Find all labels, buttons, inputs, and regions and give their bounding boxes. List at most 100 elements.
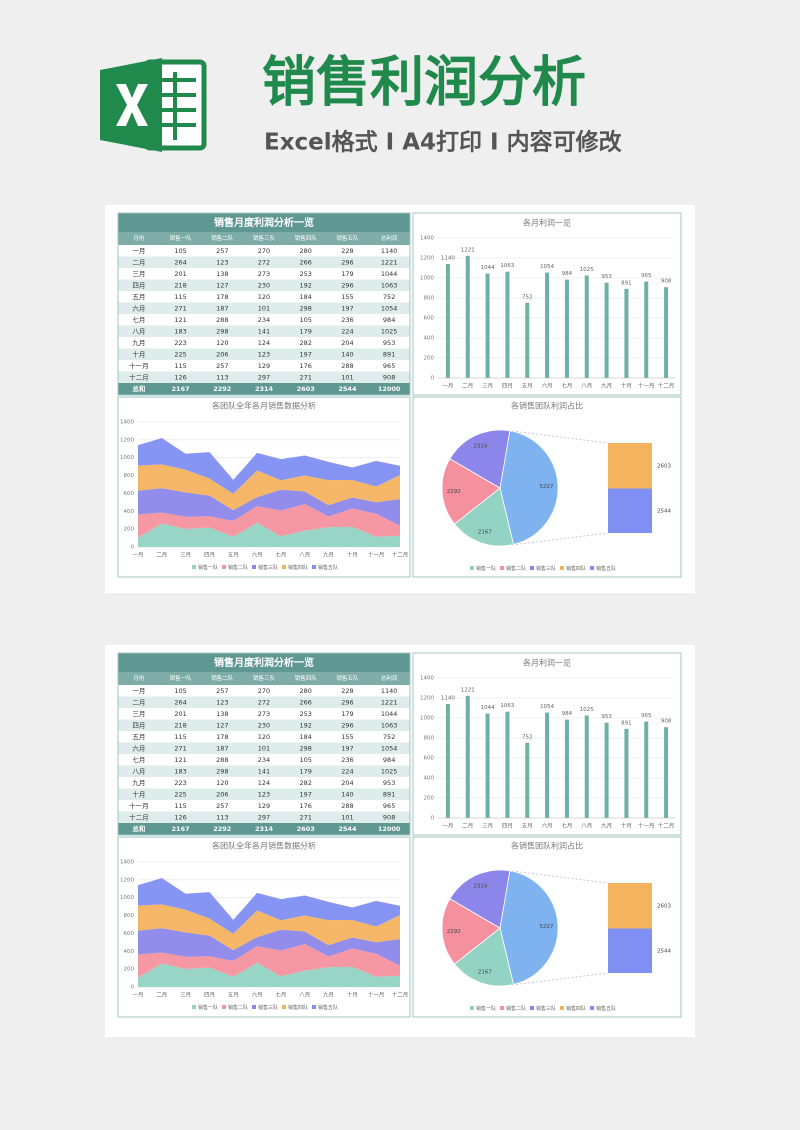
table-row-bg xyxy=(118,731,410,743)
secondary-value-label: 2544 xyxy=(657,508,671,514)
table-header: 销售一队 xyxy=(170,674,193,682)
table-cell: 187 xyxy=(216,305,228,313)
table-cell: 129 xyxy=(258,802,270,810)
panel-frame xyxy=(117,652,411,836)
table-header-bg xyxy=(118,232,410,245)
table-cell: 120 xyxy=(258,293,270,301)
table-row-bg xyxy=(118,811,410,823)
connector xyxy=(511,972,609,986)
x-tick-label: 二月 xyxy=(462,823,473,830)
table-cell: 1054 xyxy=(381,745,398,753)
table-cell: 127 xyxy=(216,282,228,290)
table-header: 销售二队 xyxy=(211,234,234,242)
x-tick-label: 五月 xyxy=(522,823,533,830)
table-cell: 十一月 xyxy=(129,361,149,370)
legend-label: 销售五队 xyxy=(596,565,616,572)
table-title-bg xyxy=(118,213,410,232)
table-cell: 十月 xyxy=(132,350,145,359)
x-tick-label: 十月 xyxy=(621,382,632,390)
x-tick-label: 十一月 xyxy=(368,991,385,999)
table-cell: 141 xyxy=(258,328,270,336)
panel-frame xyxy=(412,212,682,396)
table-cell: 129 xyxy=(258,362,270,370)
y-tick-label: 1200 xyxy=(120,437,134,443)
table-cell: 264 xyxy=(174,699,186,707)
table-cell: 120 xyxy=(258,733,270,741)
table-cell: 908 xyxy=(383,374,395,382)
y-tick-label: 400 xyxy=(124,949,135,955)
legend-label: 销售一队 xyxy=(476,565,496,572)
table-cell: 五月 xyxy=(132,733,145,741)
table-cell: 十月 xyxy=(132,790,145,799)
table-cell: 2603 xyxy=(297,385,315,393)
table-cell: 228 xyxy=(341,247,353,255)
table-cell: 八月 xyxy=(132,768,145,776)
table-cell: 234 xyxy=(258,316,270,324)
table-cell: 270 xyxy=(258,687,270,695)
table-cell: 197 xyxy=(341,305,353,313)
table-cell: 1025 xyxy=(381,328,398,336)
pie-value-label: 5227 xyxy=(539,924,553,930)
table-header: 月份 xyxy=(133,674,145,682)
table-cell: 123 xyxy=(258,351,270,359)
connector xyxy=(511,430,609,444)
x-tick-label: 六月 xyxy=(542,382,553,390)
table-cell: 891 xyxy=(383,351,395,359)
table-header: 销售五队 xyxy=(336,234,359,242)
legend-swatch xyxy=(312,1005,316,1009)
table-cell: 236 xyxy=(341,316,353,324)
table-cell: 113 xyxy=(216,814,228,822)
x-tick-label: 九月 xyxy=(601,822,612,830)
x-tick-label: 四月 xyxy=(204,552,215,559)
panel-frame xyxy=(117,396,411,578)
table-cell: 984 xyxy=(383,756,395,764)
x-tick-label: 九月 xyxy=(601,382,612,390)
x-tick-label: 三月 xyxy=(482,823,493,830)
table-cell: 101 xyxy=(258,305,270,313)
legend-swatch xyxy=(312,565,316,569)
table-cell: 140 xyxy=(341,791,353,799)
x-tick-label: 七月 xyxy=(275,551,286,559)
x-tick-label: 八月 xyxy=(299,552,310,559)
table-cell: 296 xyxy=(341,282,353,290)
bar-value-label: 752 xyxy=(522,294,533,300)
table-cell: 七月 xyxy=(132,315,145,324)
table-title: 销售月度利润分析一览 xyxy=(214,216,314,229)
table-cell: 120 xyxy=(216,339,228,347)
table-cell: 十二月 xyxy=(129,373,149,382)
table-cell: 297 xyxy=(258,374,270,382)
area xyxy=(138,962,400,987)
x-tick-label: 五月 xyxy=(228,552,239,559)
bar-value-label: 891 xyxy=(621,720,632,726)
bar-value-label: 984 xyxy=(562,271,573,277)
table-row-bg xyxy=(118,719,410,731)
table-cell: 141 xyxy=(258,768,270,776)
x-tick-label: 十一月 xyxy=(368,551,385,559)
table-cell: 197 xyxy=(341,745,353,753)
panel-frame xyxy=(412,652,682,836)
table-cell: 一月 xyxy=(132,687,145,695)
table-cell: 1063 xyxy=(381,282,398,290)
table-cell: 224 xyxy=(341,328,353,336)
table-cell: 1044 xyxy=(381,710,398,718)
table-row-bg xyxy=(118,360,410,372)
table-cell: 1221 xyxy=(381,259,398,267)
bar-value-label: 1221 xyxy=(461,687,475,693)
legend-label: 销售四队 xyxy=(566,1005,586,1012)
area xyxy=(138,488,400,526)
table-cell: 953 xyxy=(383,779,395,787)
legend-label: 销售一队 xyxy=(198,1004,218,1011)
table-cell: 115 xyxy=(174,733,186,741)
x-tick-label: 三月 xyxy=(482,383,493,390)
table-cell: 105 xyxy=(174,247,186,255)
x-tick-label: 六月 xyxy=(542,822,553,830)
secondary-bar xyxy=(608,883,652,929)
table-cell: 123 xyxy=(216,699,228,707)
x-tick-label: 八月 xyxy=(299,992,310,999)
bar-value-label: 1025 xyxy=(580,267,594,273)
panel-frame xyxy=(412,396,682,578)
table-cell: 296 xyxy=(341,699,353,707)
pie-value-label: 2167 xyxy=(478,969,492,975)
